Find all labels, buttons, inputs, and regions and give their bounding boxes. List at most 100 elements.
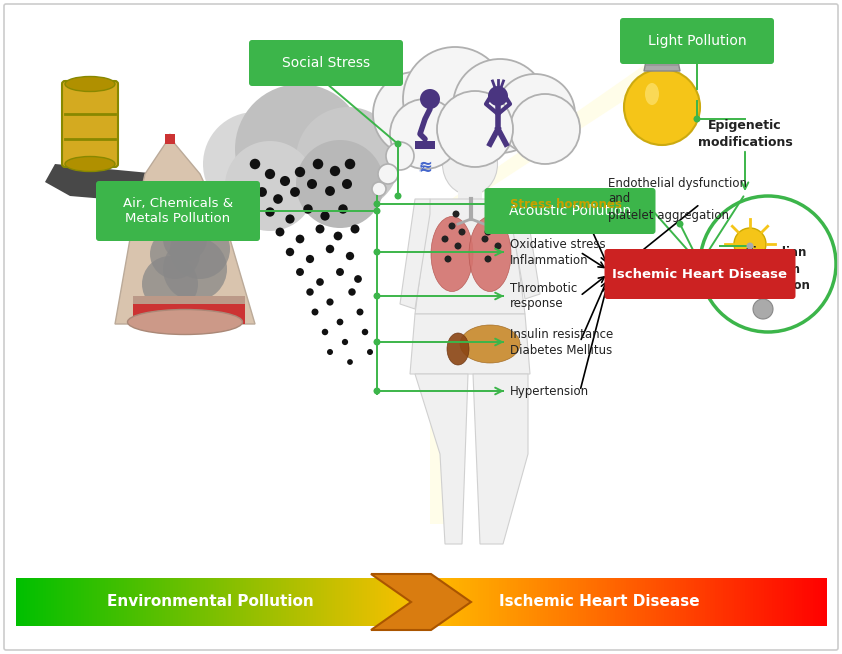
Circle shape [306, 255, 314, 263]
Circle shape [420, 89, 440, 109]
Bar [178, 578, 182, 626]
Text: Insulin resistance
Diabetes Mellitus: Insulin resistance Diabetes Mellitus [510, 328, 613, 356]
Bar [618, 578, 621, 626]
Bar [804, 578, 808, 626]
Bar [653, 578, 657, 626]
Bar [76, 578, 79, 626]
Bar [421, 578, 424, 626]
Bar [392, 578, 395, 626]
Bar [589, 578, 592, 626]
Bar [672, 578, 676, 626]
Polygon shape [115, 134, 255, 324]
Bar [32, 578, 36, 626]
Bar [348, 578, 352, 626]
Bar [113, 578, 117, 626]
Bar [562, 578, 565, 626]
Circle shape [445, 256, 451, 262]
Bar [623, 578, 627, 626]
Bar [70, 578, 74, 626]
Circle shape [265, 207, 274, 216]
Bar [658, 578, 663, 626]
Text: Environmental Pollution: Environmental Pollution [107, 594, 314, 610]
Bar [542, 578, 546, 626]
Bar [605, 578, 608, 626]
Bar [78, 578, 82, 626]
Bar [133, 296, 245, 304]
Bar [141, 578, 144, 626]
Bar [807, 578, 811, 626]
Bar [197, 578, 200, 626]
Circle shape [694, 116, 701, 122]
Bar [600, 578, 603, 626]
Bar [415, 141, 435, 149]
Bar [772, 578, 775, 626]
Bar [510, 578, 514, 626]
Bar [269, 578, 274, 626]
Bar [124, 578, 128, 626]
Bar [51, 578, 55, 626]
Bar [694, 578, 697, 626]
Bar [334, 578, 338, 626]
Bar [291, 578, 295, 626]
Circle shape [459, 228, 466, 235]
Circle shape [350, 224, 360, 233]
Bar [381, 578, 384, 626]
Bar [294, 578, 298, 626]
Bar [108, 578, 111, 626]
Bar [586, 578, 589, 626]
Circle shape [296, 268, 304, 276]
Bar [399, 578, 403, 626]
Bar [232, 578, 236, 626]
Circle shape [346, 252, 354, 260]
Bar [464, 578, 468, 626]
Bar [264, 578, 268, 626]
Circle shape [342, 179, 352, 189]
Text: Endothelial dysfunction
and
platelet aggregation: Endothelial dysfunction and platelet agg… [608, 177, 747, 222]
Bar [499, 578, 503, 626]
Bar [448, 578, 451, 626]
Bar [680, 578, 684, 626]
Circle shape [747, 243, 754, 249]
Circle shape [296, 140, 384, 228]
Circle shape [510, 94, 580, 164]
Text: Light Pollution: Light Pollution [647, 34, 746, 48]
Bar [205, 578, 209, 626]
Bar [667, 578, 670, 626]
Bar [311, 578, 314, 626]
Bar [748, 578, 751, 626]
Circle shape [325, 186, 335, 196]
Bar [780, 578, 784, 626]
Polygon shape [45, 164, 185, 204]
Circle shape [495, 74, 575, 154]
Bar [613, 578, 616, 626]
Bar [92, 578, 95, 626]
Bar [186, 578, 189, 626]
Circle shape [374, 201, 381, 207]
Bar [459, 578, 462, 626]
Bar [699, 578, 703, 626]
Bar [89, 578, 93, 626]
Bar [221, 578, 225, 626]
Text: Ischemic Heart Disease: Ischemic Heart Disease [612, 267, 787, 281]
Bar [56, 578, 60, 626]
Bar [526, 578, 530, 626]
Bar [59, 578, 63, 626]
Circle shape [344, 159, 355, 169]
Bar [531, 578, 536, 626]
Bar [375, 578, 379, 626]
Ellipse shape [443, 133, 498, 195]
Bar [810, 578, 813, 626]
Bar [416, 578, 419, 626]
Polygon shape [410, 314, 530, 374]
Bar [324, 578, 328, 626]
Bar [432, 578, 435, 626]
Circle shape [374, 207, 381, 215]
Bar [453, 578, 457, 626]
Circle shape [203, 112, 307, 216]
Polygon shape [400, 199, 430, 309]
Bar [440, 578, 444, 626]
Circle shape [327, 349, 333, 355]
Bar [253, 578, 258, 626]
Bar [494, 578, 498, 626]
Bar [213, 578, 216, 626]
